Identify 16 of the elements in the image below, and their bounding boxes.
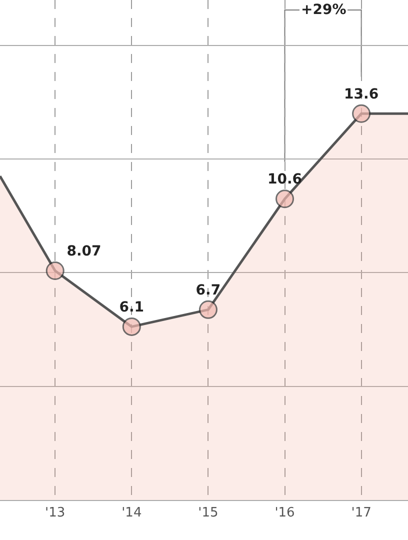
point — [276, 190, 294, 208]
x-tick-label: '16 — [274, 506, 295, 521]
point — [46, 261, 64, 280]
annotation: +29% — [301, 2, 346, 18]
point — [352, 104, 371, 123]
data-label: 8.07 — [66, 244, 102, 260]
data-label: 6.7 — [196, 282, 221, 299]
point — [198, 300, 218, 319]
point — [122, 317, 141, 336]
x-tick-label: '15 — [198, 506, 218, 521]
x-tick-label: '14 — [122, 506, 142, 521]
data-label: 10.6 — [267, 172, 302, 188]
data-label: 13.6 — [344, 86, 379, 103]
x-tick-label: '17 — [351, 506, 372, 521]
x-tick-label: '13 — [45, 506, 66, 521]
data-label: 6.1 — [119, 300, 144, 316]
